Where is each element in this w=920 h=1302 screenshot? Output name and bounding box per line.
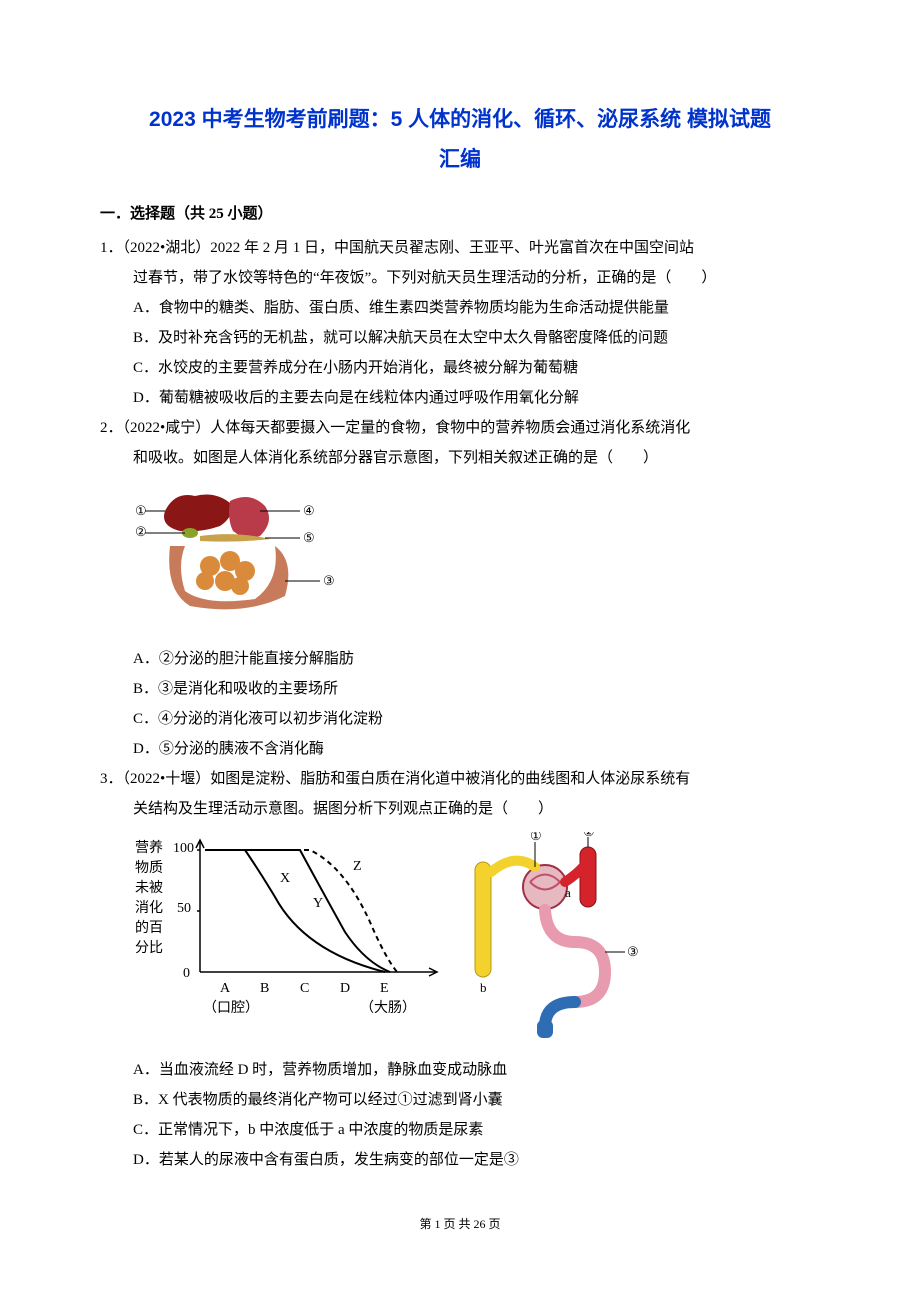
- q3-option-b: B．X 代表物质的最终消化产物可以经过①过滤到肾小囊: [100, 1085, 820, 1115]
- xtick-e: E: [380, 981, 389, 996]
- q2-option-b: B．③是消化和吸收的主要场所: [100, 674, 820, 704]
- q2-stem-line2: 和吸收。如图是人体消化系统部分器官示意图，下列相关叙述正确的是（ ）: [100, 443, 820, 473]
- xtick-a: A: [220, 981, 231, 996]
- page-footer: 第 1 页 共 26 页: [100, 1215, 820, 1232]
- q2-label-3: ③: [323, 573, 335, 588]
- q2-label-4: ④: [303, 503, 315, 518]
- document-page: 2023 中考生物考前刷题：5 人体的消化、循环、泌尿系统 模拟试题 汇编 一．…: [0, 0, 920, 1272]
- curve-z-label: Z: [353, 859, 362, 874]
- q1-option-a: A．食物中的糖类、脂肪、蛋白质、维生素四类营养物质均能为生命活动提供能量: [100, 293, 820, 323]
- ylab-3: 消化: [135, 900, 163, 916]
- section-heading: 一．选择题（共 25 小题）: [100, 202, 820, 223]
- q2-label-1: ①: [135, 503, 147, 518]
- q2-option-c: C．④分泌的消化液可以初步消化淀粉: [100, 704, 820, 734]
- q3-option-c: C．正常情况下，b 中浓度低于 a 中浓度的物质是尿素: [100, 1115, 820, 1145]
- q2-stem-line1: 2．（2022•咸宁）人体每天都要摄入一定量的食物，食物中的营养物质会通过消化系…: [100, 413, 820, 443]
- ylab-4: 的百: [135, 920, 163, 936]
- ylab-5: 分比: [135, 940, 163, 956]
- ytick-100: 100: [173, 841, 194, 856]
- xnote-right: （大肠）: [360, 1000, 416, 1016]
- q3-option-d: D．若某人的尿液中含有蛋白质，发生病变的部位一定是③: [100, 1145, 820, 1175]
- kidney-label-b: b: [480, 980, 487, 995]
- title-line-2: 汇编: [100, 140, 820, 180]
- ylab-1: 物质: [135, 860, 163, 876]
- q1-option-c: C．水饺皮的主要营养成分在小肠内开始消化，最终被分解为葡萄糖: [100, 353, 820, 383]
- q2-label-2: ②: [135, 524, 147, 539]
- digestion-chart-and-nephron-icon: 营养 物质 未被 消化 的百 分比 100 50 0 X Y: [135, 832, 655, 1042]
- digestive-organs-icon: ① ② ③ ④ ⑤: [135, 481, 365, 631]
- q1-option-d: D．葡萄糖被吸收后的主要去向是在线粒体内通过呼吸作用氧化分解: [100, 383, 820, 413]
- kidney-label-3: ③: [627, 944, 639, 959]
- kidney-label-a: a: [565, 885, 571, 900]
- q2-option-a: A．②分泌的胆汁能直接分解脂肪: [100, 644, 820, 674]
- kidney-label-1: ①: [530, 832, 542, 843]
- q2-figure: ① ② ③ ④ ⑤: [135, 481, 820, 636]
- q2-label-5: ⑤: [303, 530, 315, 545]
- curve-x-label: X: [280, 871, 290, 886]
- q3-option-a: A．当血液流经 D 时，营养物质增加，静脉血变成动脉血: [100, 1055, 820, 1085]
- title-line-1: 2023 中考生物考前刷题：5 人体的消化、循环、泌尿系统 模拟试题: [100, 100, 820, 140]
- q3-figure: 营养 物质 未被 消化 的百 分比 100 50 0 X Y: [135, 832, 820, 1047]
- q1-stem-line1: 1．（2022•湖北）2022 年 2 月 1 日，中国航天员翟志刚、王亚平、叶…: [100, 233, 820, 263]
- ytick-50: 50: [177, 901, 191, 916]
- xtick-d: D: [340, 981, 350, 996]
- q3-stem-line2: 关结构及生理活动示意图。据图分析下列观点正确的是（ ）: [100, 794, 820, 824]
- q3-stem-line1: 3．（2022•十堰）如图是淀粉、脂肪和蛋白质在消化道中被消化的曲线图和人体泌尿…: [100, 764, 820, 794]
- q2-option-d: D．⑤分泌的胰液不含消化酶: [100, 734, 820, 764]
- kidney-label-2: ②: [583, 832, 595, 839]
- ylab-2: 未被: [135, 880, 163, 896]
- q1-stem-line2: 过春节，带了水饺等特色的“年夜饭”。下列对航天员生理活动的分析，正确的是（ ）: [100, 263, 820, 293]
- curve-y-label: Y: [313, 896, 323, 911]
- doc-title: 2023 中考生物考前刷题：5 人体的消化、循环、泌尿系统 模拟试题 汇编: [100, 100, 820, 180]
- xtick-c: C: [300, 981, 309, 996]
- xtick-b: B: [260, 981, 269, 996]
- ytick-0: 0: [183, 966, 190, 981]
- ylab-0: 营养: [135, 840, 163, 856]
- xnote-left: （口腔）: [203, 1000, 259, 1016]
- q1-option-b: B．及时补充含钙的无机盐，就可以解决航天员在太空中太久骨骼密度降低的问题: [100, 323, 820, 353]
